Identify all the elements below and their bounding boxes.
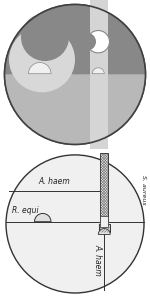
- Circle shape: [87, 30, 110, 53]
- Text: R. equi: R. equi: [12, 206, 39, 215]
- Wedge shape: [4, 74, 146, 144]
- Text: A. haem: A. haem: [94, 244, 103, 276]
- Bar: [100, 153, 108, 222]
- Bar: [90, 0, 108, 149]
- Wedge shape: [4, 4, 146, 74]
- Wedge shape: [28, 62, 51, 74]
- Circle shape: [78, 33, 96, 51]
- Text: S. aureus: S. aureus: [141, 175, 146, 204]
- Wedge shape: [98, 228, 110, 234]
- Circle shape: [9, 27, 75, 92]
- Circle shape: [6, 155, 144, 293]
- Bar: [100, 216, 108, 227]
- Bar: [99, 224, 110, 232]
- Circle shape: [4, 4, 146, 144]
- Circle shape: [21, 13, 69, 61]
- Wedge shape: [92, 68, 104, 74]
- Wedge shape: [34, 213, 51, 222]
- Text: A. haem: A. haem: [38, 177, 70, 186]
